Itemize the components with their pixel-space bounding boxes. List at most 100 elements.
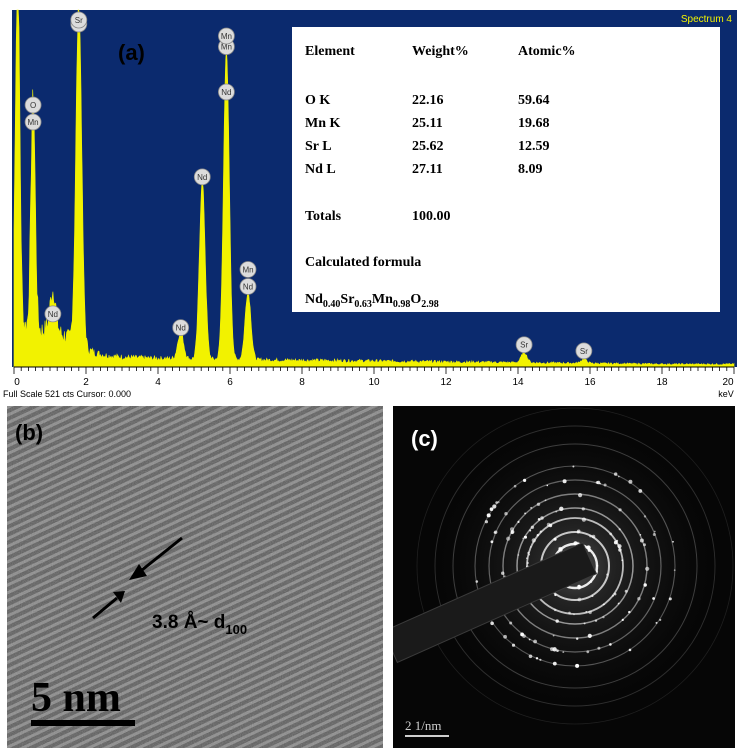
peak-label-mn: Mn (24, 113, 42, 131)
diffraction-spot (497, 501, 500, 504)
diffraction-spot (652, 533, 656, 536)
diffraction-spot (553, 608, 557, 612)
diffraction-ring (474, 465, 676, 667)
diffraction-spot (526, 557, 528, 559)
spectrum-fill (13, 9, 735, 368)
x-tick-label: 20 (722, 377, 734, 388)
x-tick-label: 14 (512, 377, 524, 388)
svg-text:Mn: Mn (242, 265, 253, 274)
diffraction-ring (452, 443, 698, 689)
diffraction-spot (587, 548, 591, 552)
diffraction-spot (552, 661, 557, 666)
diffraction-spot (659, 618, 662, 621)
diffraction-spot (581, 517, 586, 522)
diffraction-spot (522, 537, 525, 540)
diffraction-spot (588, 610, 592, 615)
diffraction-spot (617, 544, 622, 549)
eds-result-table (292, 27, 720, 312)
table-cell-weight: 22.16 (412, 93, 444, 108)
spectrum-trace (13, 9, 735, 368)
table-cell-atomic: 8.09 (518, 162, 543, 177)
diffraction-spot (556, 649, 559, 652)
diffraction-spot (528, 638, 531, 641)
diffraction-ring (434, 425, 716, 707)
peak-label-sr: Sr (515, 336, 533, 354)
diffraction-spot (586, 545, 591, 550)
diffraction-spot (490, 540, 494, 544)
diffraction-spot (597, 646, 601, 650)
peak-label-o: O (24, 96, 42, 114)
table-cell-atomic: 59.64 (518, 93, 550, 108)
scale-bar (31, 720, 135, 726)
diffraction-spot (554, 593, 557, 597)
diffraction-spot (522, 634, 526, 638)
peak-label-nd: Nd (44, 305, 62, 323)
diffraction-spot (546, 484, 549, 487)
diffraction-spot (614, 472, 618, 476)
diffraction-spot (530, 546, 532, 548)
diffraction-spot (585, 611, 588, 613)
diffraction-spot (501, 571, 505, 575)
svg-text:Mn: Mn (221, 43, 232, 52)
diffraction-spot (603, 483, 607, 487)
panel-a-label: (a) (118, 40, 145, 65)
diffraction-spot (618, 528, 621, 531)
svg-text:Sr: Sr (580, 347, 588, 356)
diffraction-spot (552, 634, 555, 637)
diffraction-spot (511, 643, 516, 647)
x-tick-label: 18 (656, 377, 668, 388)
diffraction-spot (602, 616, 605, 619)
svg-text:Mn: Mn (221, 32, 232, 41)
diffraction-spot (596, 480, 601, 485)
saed-scale-bar-label: 2 1/nm (405, 718, 441, 733)
table-cell-element: O K (305, 93, 330, 108)
peak-labels: MnONdSrNdNdMnNdMnSrSrSrMnNd (24, 11, 593, 360)
diffraction-spot (645, 566, 650, 571)
diffraction-spot (572, 465, 575, 468)
svg-text:O: O (30, 101, 36, 110)
diffraction-spot (672, 540, 674, 543)
x-tick-label: 8 (299, 377, 305, 388)
x-tick-label: 4 (155, 377, 161, 388)
diffraction-spot (613, 592, 617, 596)
diffraction-spot (524, 512, 526, 515)
diffraction-spot (643, 583, 647, 587)
diffraction-spot (539, 530, 542, 533)
diffraction-spot (531, 538, 536, 543)
diffraction-spot (495, 501, 498, 504)
spectrum-title: Spectrum 4 (681, 14, 733, 25)
hrtem-image-panel: (b) 3.8 Å~ d100 5 nm (7, 406, 383, 748)
diffraction-ring (502, 493, 648, 639)
diffraction-spot (536, 534, 539, 537)
diffraction-spot (628, 610, 631, 614)
diffraction-spot (591, 595, 594, 597)
eds-spectrum-panel: Spectrum 4 MnONdSrNdNdMnNdMnSrSrSrMnNd (… (3, 9, 737, 400)
d-spacing-arrows (92, 536, 183, 620)
diffraction-spot (577, 584, 581, 589)
d-spacing-label: 3.8 Å~ d100 (152, 612, 247, 637)
scale-bar-label: 5 nm (31, 675, 121, 721)
table-header-atomic: Atomic% (518, 44, 576, 59)
diffraction-ring (488, 479, 662, 653)
totals-label: Totals (305, 209, 342, 224)
diffraction-spot (552, 647, 557, 652)
peak-label-mn: Mn (239, 261, 257, 278)
diffraction-spot (506, 536, 511, 541)
diffraction-spot (489, 507, 494, 511)
diffraction-spot (673, 569, 676, 572)
status-readout: Full Scale 521 cts Cursor: 0.000 (3, 389, 131, 399)
svg-text:Sr: Sr (75, 16, 83, 25)
diffraction-spot (537, 518, 541, 521)
diffraction-spot (639, 534, 642, 536)
diffraction-ring (416, 407, 734, 725)
diffraction-spot (573, 541, 578, 546)
diffraction-spot (553, 537, 557, 541)
diffraction-spot (637, 597, 641, 601)
diffraction-spot (628, 648, 632, 652)
diffraction-spot (475, 580, 479, 583)
table-header-weight: Weight% (412, 44, 469, 59)
diffraction-spot (617, 602, 620, 605)
diffraction-spot (546, 522, 551, 527)
table-cell-weight: 27.11 (412, 162, 443, 177)
svg-text:Sr: Sr (520, 341, 528, 350)
